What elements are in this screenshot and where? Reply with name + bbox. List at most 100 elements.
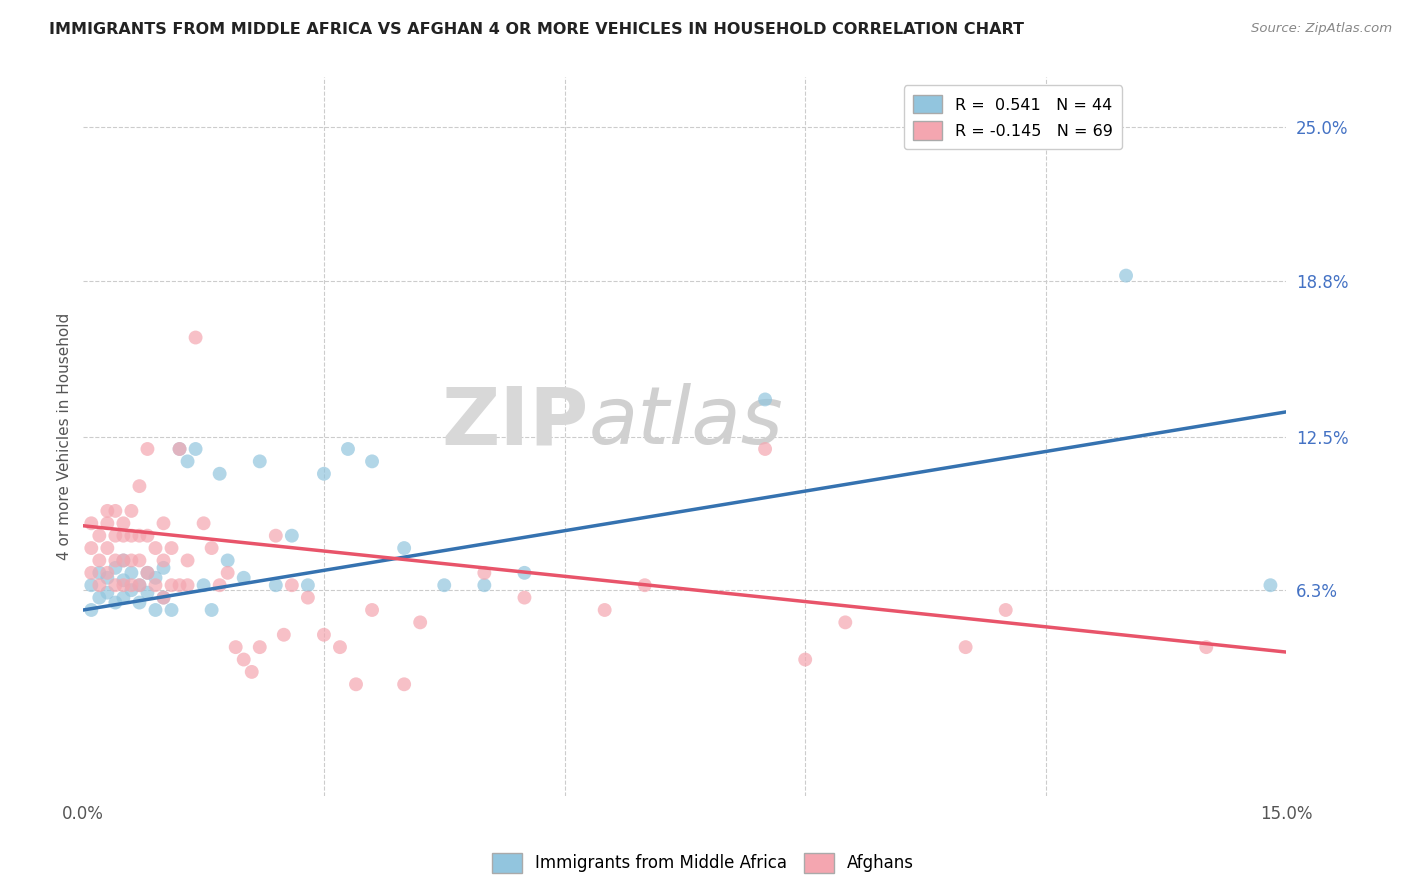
Point: [281, 529, 304, 543]
Point: [112, 574, 135, 588]
Point: [120, 504, 142, 518]
Point: [264, 578, 287, 592]
Point: [104, 596, 127, 610]
Text: ZIP: ZIP: [441, 384, 589, 461]
Point: [80, 578, 103, 592]
Point: [264, 529, 287, 543]
Point: [120, 583, 142, 598]
Point: [112, 553, 135, 567]
Point: [145, 571, 167, 585]
Point: [160, 603, 183, 617]
Point: [409, 615, 432, 630]
Point: [128, 578, 150, 592]
Point: [208, 578, 231, 592]
Point: [96, 585, 118, 599]
Point: [994, 603, 1017, 617]
Point: [201, 541, 224, 555]
Point: [344, 677, 367, 691]
Point: [472, 578, 495, 592]
Point: [1115, 268, 1137, 283]
Point: [128, 479, 150, 493]
Point: [513, 566, 536, 580]
Point: [176, 578, 198, 592]
Point: [634, 578, 657, 592]
Point: [193, 578, 215, 592]
Point: [145, 541, 167, 555]
Point: [955, 640, 977, 654]
Point: [249, 454, 271, 468]
Point: [152, 516, 174, 531]
Point: [472, 566, 495, 580]
Point: [433, 578, 456, 592]
Point: [834, 615, 856, 630]
Point: [193, 516, 215, 531]
Point: [96, 516, 118, 531]
Point: [754, 392, 776, 407]
Point: [104, 561, 127, 575]
Point: [120, 529, 142, 543]
Point: [593, 603, 616, 617]
Point: [152, 591, 174, 605]
Point: [152, 553, 174, 567]
Point: [297, 591, 319, 605]
Point: [104, 578, 127, 592]
Text: IMMIGRANTS FROM MIDDLE AFRICA VS AFGHAN 4 OR MORE VEHICLES IN HOUSEHOLD CORRELAT: IMMIGRANTS FROM MIDDLE AFRICA VS AFGHAN …: [49, 22, 1024, 37]
Point: [232, 571, 254, 585]
Point: [217, 566, 239, 580]
Point: [794, 652, 817, 666]
Point: [208, 467, 231, 481]
Point: [145, 603, 167, 617]
Point: [169, 578, 191, 592]
Point: [337, 442, 360, 456]
Point: [89, 529, 111, 543]
Y-axis label: 4 or more Vehicles in Household: 4 or more Vehicles in Household: [58, 313, 72, 560]
Point: [128, 553, 150, 567]
Point: [329, 640, 352, 654]
Point: [112, 553, 135, 567]
Point: [169, 442, 191, 456]
Point: [120, 578, 142, 592]
Point: [281, 578, 304, 592]
Point: [152, 591, 174, 605]
Point: [128, 529, 150, 543]
Point: [1260, 578, 1282, 592]
Point: [80, 603, 103, 617]
Point: [104, 529, 127, 543]
Point: [392, 541, 415, 555]
Point: [297, 578, 319, 592]
Point: [201, 603, 224, 617]
Point: [104, 504, 127, 518]
Point: [128, 596, 150, 610]
Point: [120, 566, 142, 580]
Point: [232, 652, 254, 666]
Point: [128, 578, 150, 592]
Point: [136, 566, 159, 580]
Point: [112, 529, 135, 543]
Point: [240, 665, 263, 679]
Point: [80, 516, 103, 531]
Point: [96, 571, 118, 585]
Point: [89, 578, 111, 592]
Point: [80, 541, 103, 555]
Point: [1195, 640, 1218, 654]
Point: [249, 640, 271, 654]
Point: [96, 566, 118, 580]
Point: [136, 566, 159, 580]
Point: [392, 677, 415, 691]
Point: [80, 566, 103, 580]
Legend: Immigrants from Middle Africa, Afghans: Immigrants from Middle Africa, Afghans: [485, 847, 921, 880]
Legend: R =  0.541   N = 44, R = -0.145   N = 69: R = 0.541 N = 44, R = -0.145 N = 69: [904, 86, 1122, 150]
Point: [176, 454, 198, 468]
Point: [89, 566, 111, 580]
Point: [312, 467, 335, 481]
Text: atlas: atlas: [589, 384, 783, 461]
Point: [217, 553, 239, 567]
Point: [361, 603, 384, 617]
Point: [169, 442, 191, 456]
Point: [160, 578, 183, 592]
Point: [89, 553, 111, 567]
Point: [136, 442, 159, 456]
Point: [225, 640, 247, 654]
Point: [312, 628, 335, 642]
Point: [176, 553, 198, 567]
